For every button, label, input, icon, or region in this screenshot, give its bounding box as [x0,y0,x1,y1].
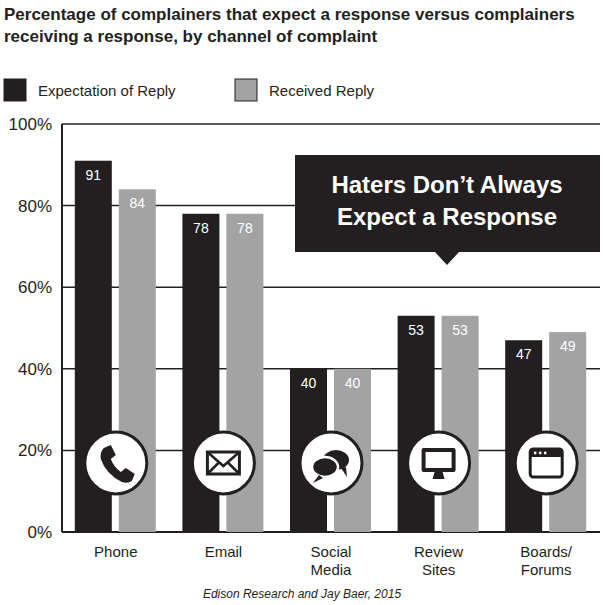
bubble-tail [341,467,347,477]
grid-line [62,123,600,125]
envelope-icon [207,452,239,474]
y-tick-label: 80% [18,197,52,216]
monitor-stand [433,472,445,479]
category-icon [300,432,362,494]
callout: Haters Don’t Always Expect a Response [295,155,600,265]
legend-label: Expectation of Reply [38,82,176,99]
data-label: 78 [193,220,209,236]
x-tick-line: Phone [94,543,137,560]
x-tick-label: Boards/Forums [520,543,573,578]
x-tick-line: Forums [521,561,572,578]
category-icon [192,432,254,494]
window-dot [544,452,547,455]
data-label: 78 [237,220,253,236]
y-tick-label: 60% [18,278,52,297]
monitor-icon [422,448,456,472]
bubble-icon [312,457,338,477]
legend-swatch [4,79,26,101]
x-tick-line: Review [414,543,463,560]
y-axis [61,124,63,532]
background [0,0,605,605]
chart: Percentage of complainers that expect a … [0,0,605,605]
data-label: 53 [452,322,468,338]
icon-circle [515,432,577,494]
y-tick-label: 100% [9,115,52,134]
x-tick-label: Email [205,543,243,560]
x-tick-label: SocialMedia [311,543,353,578]
source: Edison Research and Jay Baer, 2015 [203,587,401,601]
x-tick-label: ReviewSites [414,543,463,578]
x-tick-line: Sites [422,561,455,578]
title-line: Percentage of complainers that expect a … [4,5,575,24]
window-bar [530,449,562,457]
y-tick-label: 0% [27,523,52,542]
annotation: Haters Don’t Always Expect a Response [331,171,562,230]
icon-circle [85,432,147,494]
category-icon [85,432,147,494]
monitor-screen [426,452,452,468]
icon-circle [192,432,254,494]
x-tick-line: Social [311,543,352,560]
callout-box [295,155,600,265]
data-label: 91 [86,167,102,183]
phone-icon [101,445,135,483]
annotation-line: Expect a Response [337,203,557,230]
bubble-tail [313,475,323,483]
data-label: 84 [130,195,146,211]
icons [85,432,577,494]
annotation-line: Haters Don’t Always [331,171,562,198]
title-line: receiving a response, by channel of comp… [4,27,378,46]
data-label: 40 [301,375,317,391]
x-tick-line: Media [311,561,353,578]
icon-circle [300,432,362,494]
bar [398,316,435,532]
window-dot [534,452,537,455]
y-tick-label: 20% [18,441,52,460]
legend-swatch [235,79,257,101]
window-dot [539,452,542,455]
category-icon [515,432,577,494]
x-tick-label: Phone [94,543,137,560]
data-label: 49 [560,338,576,354]
legend-label: Received Reply [269,82,375,99]
icon-circle [408,432,470,494]
y-tick-label: 40% [18,360,52,379]
bar [442,316,479,532]
title: Percentage of complainers that expect a … [4,5,575,46]
data-label: 47 [516,346,532,362]
data-label: 40 [345,375,361,391]
x-tick-line: Email [205,543,243,560]
category-icon [408,432,470,494]
data-label: 53 [408,322,424,338]
x-tick-line: Boards/ [520,543,573,560]
envelope-flap [207,452,239,474]
window-icon [530,449,562,477]
